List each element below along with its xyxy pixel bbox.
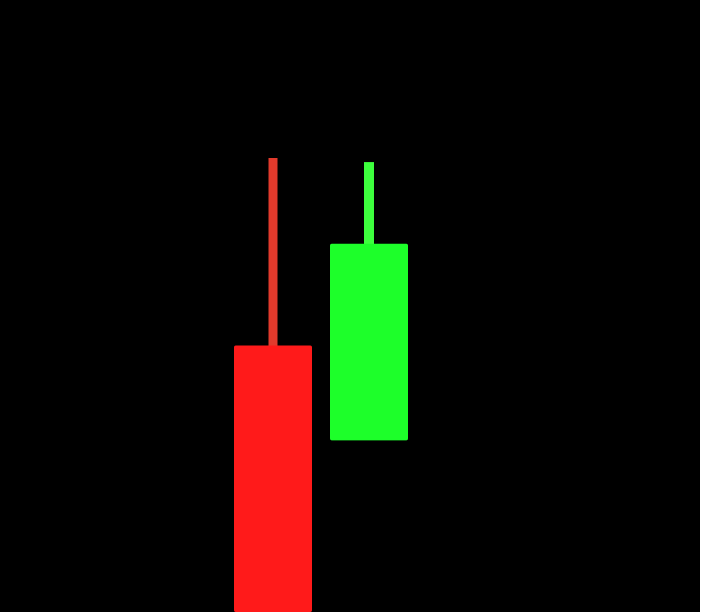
candle-1-upper-wick <box>268 158 278 348</box>
candle-1-body <box>234 345 312 612</box>
candle-2-body <box>330 243 408 441</box>
candle-2-upper-wick <box>364 162 374 246</box>
right-border <box>700 0 704 612</box>
